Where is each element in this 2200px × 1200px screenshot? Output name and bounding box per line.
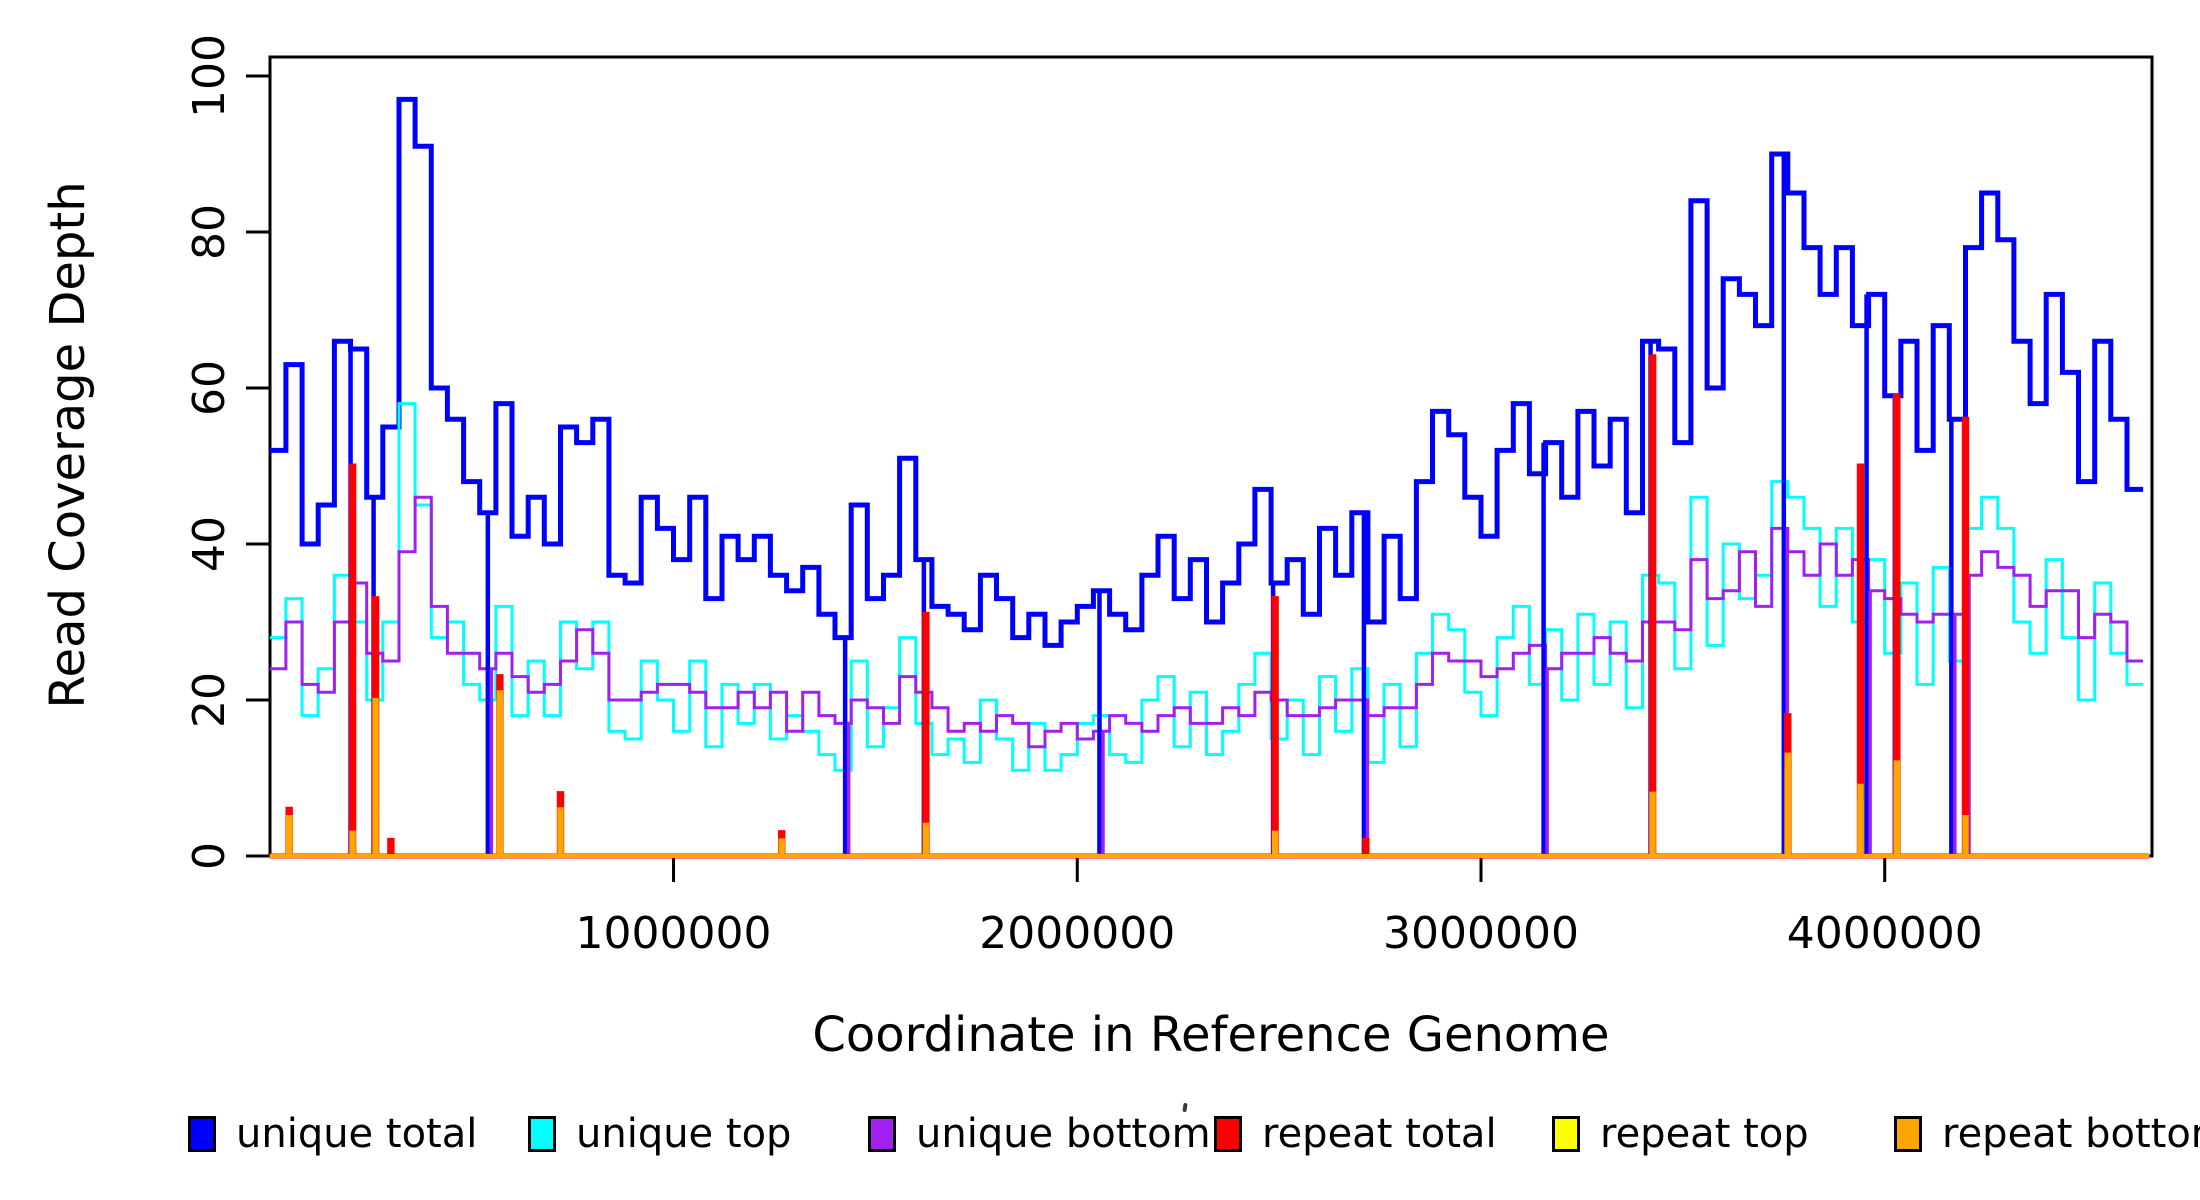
y-axis-ticks: 0 20 40 60 80 100 <box>184 34 270 870</box>
repeat-total-swatch-icon <box>1214 1116 1242 1152</box>
legend-label: repeat total <box>1262 1111 1497 1157</box>
legend-item-unique-bottom: unique bottom <box>868 1112 1211 1156</box>
repeat-total-line <box>269 354 2150 859</box>
legend-label: repeat bottom <box>1942 1111 2200 1157</box>
x-axis-title: Coordinate in Reference Genome <box>812 1007 1610 1063</box>
repeat-top-swatch-icon <box>1552 1116 1580 1152</box>
legend-item-unique-top: unique top <box>528 1112 791 1156</box>
unique-bottom-swatch-icon <box>868 1116 896 1152</box>
x-tick-label: 1000000 <box>576 908 772 959</box>
legend-item-repeat-bottom: repeat bottom <box>1894 1112 2200 1156</box>
x-tick-label: 4000000 <box>1787 908 1983 959</box>
legend-item-unique-total: unique total <box>188 1112 477 1156</box>
y-tick-label: 100 <box>184 34 235 118</box>
x-tick-label: 2000000 <box>979 908 1175 959</box>
legend-item-repeat-total: repeat total <box>1214 1112 1497 1156</box>
unique-total-swatch-icon <box>188 1116 216 1152</box>
legend-item-repeat-top: repeat top <box>1552 1112 1809 1156</box>
y-tick-label: 60 <box>184 360 235 416</box>
y-axis-title: Read Coverage Depth <box>40 181 96 709</box>
legend-label: unique bottom <box>916 1111 1211 1157</box>
legend-label: unique total <box>236 1111 478 1157</box>
zero-drop-lines <box>348 154 1971 856</box>
repeat-bottom-line <box>269 690 2150 858</box>
y-tick-label: 0 <box>184 842 235 870</box>
repeat-bottom-swatch-icon <box>1894 1116 1922 1152</box>
y-tick-label: 20 <box>184 672 235 728</box>
y-tick-label: 40 <box>184 516 235 572</box>
legend-label: unique top <box>576 1111 792 1157</box>
unique-bottom-line <box>269 495 2144 749</box>
x-axis-ticks: 1000000 2000000 3000000 4000000 <box>576 858 1983 959</box>
unique-total-line <box>269 96 2144 648</box>
legend-label: repeat top <box>1600 1111 1809 1157</box>
legend: unique total unique top unique bottom re… <box>0 1112 2200 1156</box>
y-tick-label: 80 <box>184 204 235 260</box>
unique-top-swatch-icon <box>528 1116 556 1152</box>
x-tick-label: 3000000 <box>1383 908 1579 959</box>
